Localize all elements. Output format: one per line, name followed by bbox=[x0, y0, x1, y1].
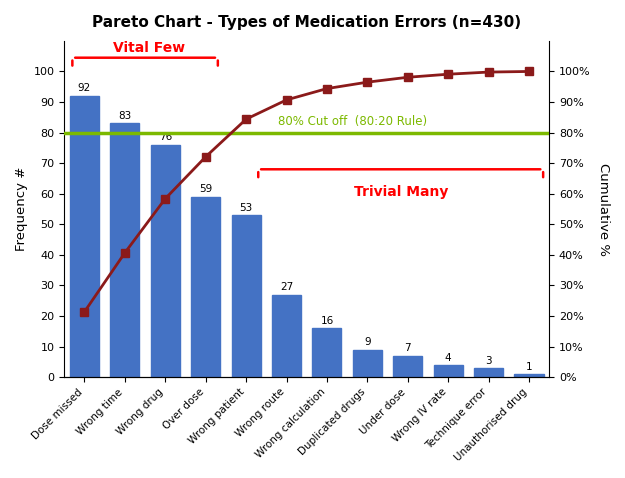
Text: 53: 53 bbox=[239, 203, 252, 213]
Text: 9: 9 bbox=[364, 337, 371, 347]
Bar bbox=[272, 294, 301, 377]
Bar bbox=[434, 365, 462, 377]
Bar bbox=[514, 374, 544, 377]
Text: 4: 4 bbox=[445, 352, 451, 362]
Bar bbox=[393, 356, 422, 377]
Bar bbox=[151, 145, 180, 377]
Y-axis label: Frequency #: Frequency # bbox=[15, 167, 28, 251]
Text: 7: 7 bbox=[404, 343, 411, 353]
Bar bbox=[191, 197, 220, 377]
Bar bbox=[70, 96, 99, 377]
Y-axis label: Cumulative %: Cumulative % bbox=[597, 163, 610, 256]
Text: 76: 76 bbox=[159, 132, 172, 142]
Text: 92: 92 bbox=[78, 84, 91, 94]
Bar bbox=[474, 368, 503, 377]
Text: 80% Cut off  (80:20 Rule): 80% Cut off (80:20 Rule) bbox=[279, 115, 428, 128]
Bar bbox=[232, 215, 261, 377]
Bar bbox=[352, 350, 382, 377]
Bar bbox=[312, 328, 341, 377]
Text: Trivial Many: Trivial Many bbox=[354, 185, 448, 198]
Text: Vital Few: Vital Few bbox=[112, 41, 185, 54]
Text: 59: 59 bbox=[199, 185, 212, 195]
Text: 3: 3 bbox=[485, 356, 492, 366]
Text: 27: 27 bbox=[280, 282, 293, 292]
Text: 83: 83 bbox=[118, 111, 131, 121]
Title: Pareto Chart - Types of Medication Errors (n=430): Pareto Chart - Types of Medication Error… bbox=[92, 15, 521, 30]
Bar bbox=[111, 123, 139, 377]
Text: 1: 1 bbox=[526, 362, 532, 372]
Text: 16: 16 bbox=[321, 316, 334, 326]
